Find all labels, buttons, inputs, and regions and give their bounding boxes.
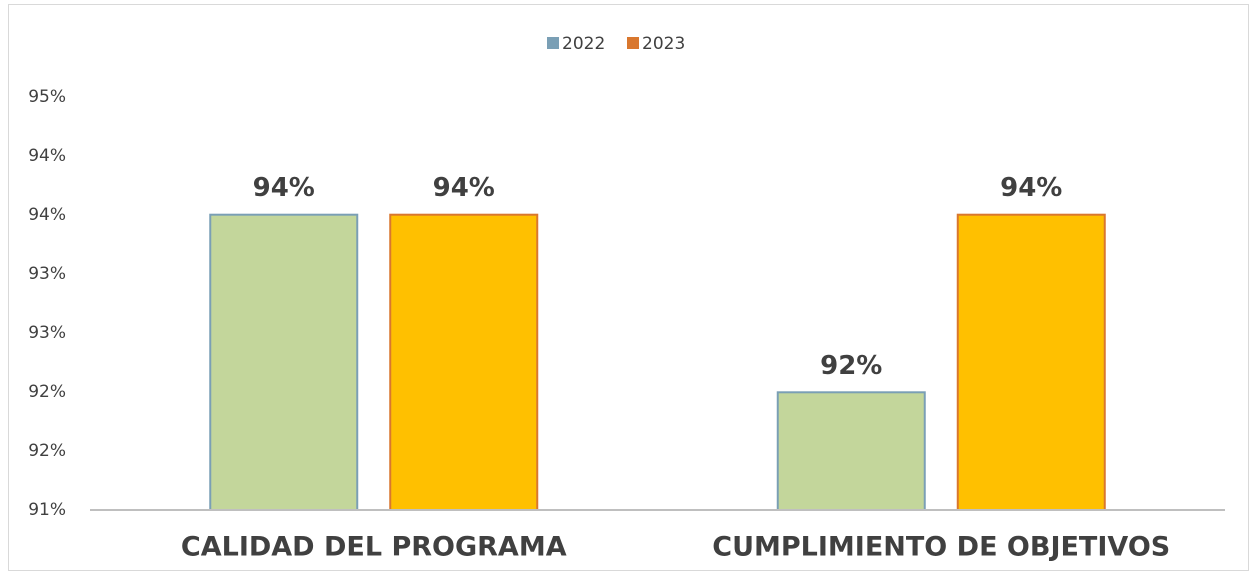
legend-label: 2023 [642, 34, 685, 54]
y-tick-label: 92% [28, 441, 66, 461]
x-tick-label: CALIDAD DEL PROGRAMA [181, 532, 567, 563]
data-label: 92% [820, 351, 882, 381]
x-tick-label: CUMPLIMIENTO DE OBJETIVOS [712, 532, 1170, 563]
data-label: 94% [253, 173, 315, 203]
bar [389, 213, 539, 512]
legend-swatch [547, 37, 559, 49]
y-tick-label: 94% [28, 205, 66, 225]
legend-swatch [627, 37, 639, 49]
bar [776, 391, 926, 512]
y-tick-label: 95% [28, 87, 66, 107]
bar [956, 213, 1106, 512]
bar [209, 213, 359, 512]
y-tick-label: 92% [28, 382, 66, 402]
data-label: 94% [433, 173, 495, 203]
y-tick-label: 91% [28, 500, 66, 520]
y-tick-label: 94% [28, 146, 66, 166]
legend-label: 2022 [562, 34, 605, 54]
data-label: 94% [1000, 173, 1062, 203]
y-tick-label: 93% [28, 323, 66, 343]
y-tick-label: 93% [28, 264, 66, 284]
